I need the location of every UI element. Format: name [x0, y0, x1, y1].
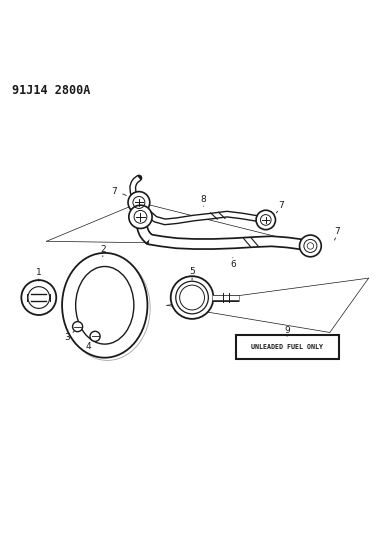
Text: 3: 3: [64, 333, 70, 342]
Circle shape: [21, 280, 56, 315]
Text: 2: 2: [100, 245, 106, 254]
Text: 4: 4: [86, 342, 91, 351]
Circle shape: [90, 332, 100, 341]
Text: 8: 8: [201, 195, 206, 204]
Text: 7: 7: [112, 187, 117, 196]
Text: 1: 1: [36, 268, 42, 277]
Circle shape: [73, 321, 83, 332]
Text: 7: 7: [279, 201, 284, 209]
Text: 9: 9: [284, 326, 290, 335]
Text: 6: 6: [230, 260, 236, 269]
Text: 91J14 2800A: 91J14 2800A: [12, 84, 90, 97]
Text: 7: 7: [335, 227, 340, 236]
Text: 5: 5: [189, 266, 195, 276]
Circle shape: [256, 210, 275, 230]
Circle shape: [128, 192, 150, 213]
Ellipse shape: [62, 253, 147, 358]
Circle shape: [129, 205, 152, 229]
Circle shape: [171, 276, 213, 319]
Circle shape: [300, 235, 321, 257]
Text: UNLEADED FUEL ONLY: UNLEADED FUEL ONLY: [251, 344, 323, 350]
